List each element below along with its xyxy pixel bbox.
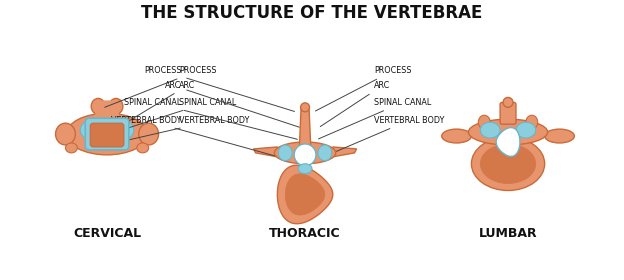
Text: ARC: ARC — [320, 81, 391, 127]
Polygon shape — [285, 174, 325, 215]
Ellipse shape — [471, 137, 545, 190]
Text: PROCESS: PROCESS — [105, 66, 217, 107]
Text: THORACIC: THORACIC — [270, 227, 341, 240]
Text: PROCESS: PROCESS — [316, 66, 412, 111]
Ellipse shape — [109, 98, 123, 114]
FancyBboxPatch shape — [500, 102, 516, 124]
Ellipse shape — [479, 115, 490, 129]
Ellipse shape — [278, 145, 292, 161]
Ellipse shape — [56, 123, 76, 145]
Polygon shape — [333, 147, 356, 157]
FancyBboxPatch shape — [95, 101, 119, 118]
Text: VERTEBRAL BODY: VERTEBRAL BODY — [111, 116, 293, 161]
Ellipse shape — [545, 129, 574, 143]
Circle shape — [294, 144, 316, 166]
Ellipse shape — [526, 115, 538, 129]
Polygon shape — [496, 128, 520, 156]
Ellipse shape — [275, 142, 336, 164]
Text: SPINAL CANAL: SPINAL CANAL — [124, 98, 298, 139]
Text: PROCESS: PROCESS — [144, 66, 295, 111]
Ellipse shape — [318, 145, 332, 161]
Ellipse shape — [298, 164, 312, 174]
Text: CERVICAL: CERVICAL — [73, 227, 141, 240]
Ellipse shape — [66, 143, 77, 153]
FancyBboxPatch shape — [90, 123, 124, 147]
Ellipse shape — [80, 121, 98, 139]
Circle shape — [503, 97, 513, 107]
Text: VERTEBRAL BODY: VERTEBRAL BODY — [101, 116, 250, 146]
Ellipse shape — [91, 98, 105, 114]
Polygon shape — [277, 165, 333, 224]
Text: LUMBAR: LUMBAR — [479, 227, 537, 240]
FancyBboxPatch shape — [85, 118, 129, 150]
Ellipse shape — [139, 123, 158, 145]
Text: SPINAL CANAL: SPINAL CANAL — [318, 98, 432, 139]
Ellipse shape — [137, 143, 149, 153]
Polygon shape — [299, 107, 311, 153]
Ellipse shape — [516, 122, 536, 138]
Text: SPINAL CANAL: SPINAL CANAL — [109, 98, 236, 134]
Ellipse shape — [67, 113, 148, 155]
Text: ARC: ARC — [165, 81, 300, 127]
Text: THE STRUCTURE OF THE VERTEBRAE: THE STRUCTURE OF THE VERTEBRAE — [141, 4, 483, 22]
Ellipse shape — [116, 121, 134, 139]
Text: VERTEBRAL BODY: VERTEBRAL BODY — [314, 116, 445, 161]
Ellipse shape — [480, 122, 500, 138]
Text: ARC: ARC — [124, 81, 195, 124]
Polygon shape — [253, 147, 277, 157]
Circle shape — [301, 103, 310, 112]
Ellipse shape — [480, 144, 536, 184]
Ellipse shape — [442, 129, 471, 143]
Ellipse shape — [469, 119, 548, 145]
